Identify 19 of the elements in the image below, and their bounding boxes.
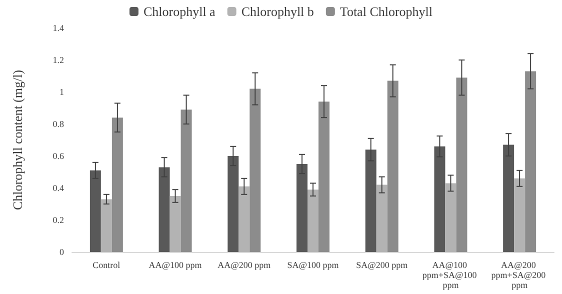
x-tick-label: SA@100 ppm bbox=[287, 260, 339, 270]
y-tick-label: 0.8 bbox=[52, 119, 64, 129]
y-axis-title: Chlorophyll content (mg/l) bbox=[10, 70, 25, 210]
x-tick-label: AA@100 ppm+SA@100 ppm bbox=[422, 260, 480, 290]
x-tick-label: Control bbox=[92, 260, 121, 270]
x-tick-label: AA@100 ppm bbox=[148, 260, 202, 270]
y-tick-label: 0.2 bbox=[52, 215, 64, 225]
legend-label: Chlorophyll b bbox=[241, 4, 314, 19]
legend-label: Chlorophyll a bbox=[143, 4, 216, 19]
x-tick-label: AA@200 ppm bbox=[218, 260, 271, 270]
y-tick-label: 0.4 bbox=[52, 183, 64, 193]
x-tick-label: AA@200 ppm+SA@200 ppm bbox=[491, 260, 548, 290]
y-tick-label: 1.4 bbox=[52, 23, 64, 33]
y-tick-label: 1 bbox=[60, 87, 64, 97]
y-tick-label: 0.6 bbox=[52, 151, 64, 161]
y-tick-label: 0 bbox=[60, 247, 64, 257]
legend-label: Total Chlorophyll bbox=[340, 4, 433, 19]
x-tick-label: SA@200 ppm bbox=[356, 260, 408, 270]
y-tick-label: 1.2 bbox=[52, 55, 64, 65]
